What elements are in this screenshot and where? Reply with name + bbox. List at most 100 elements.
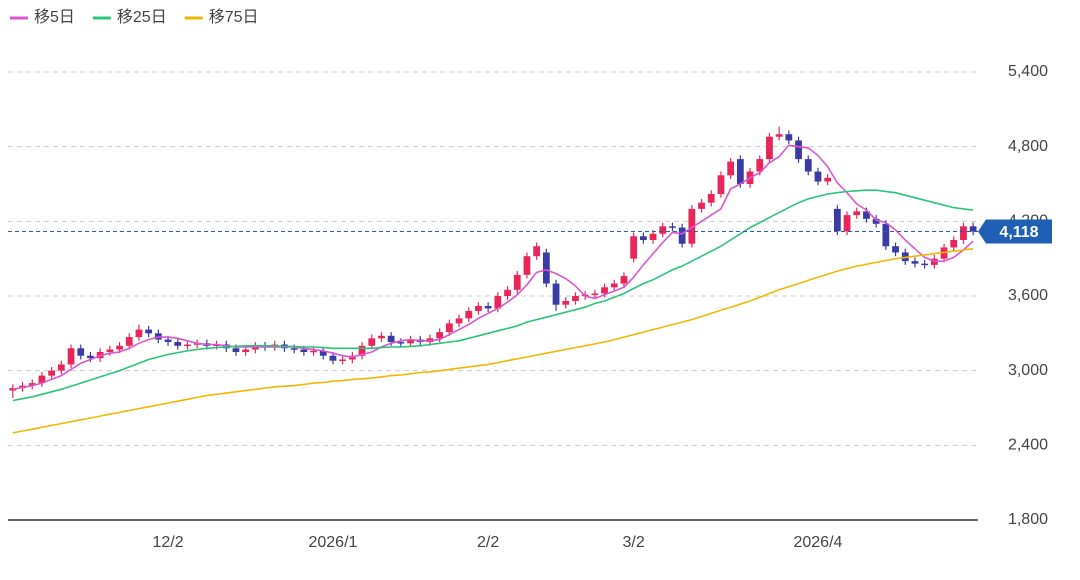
last-price-box: [978, 219, 1052, 244]
candle-body: [57, 364, 65, 371]
candle-body: [67, 348, 75, 365]
candle-body: [135, 329, 143, 338]
candle-body: [727, 161, 735, 176]
y-tick-label: 4,800: [1008, 138, 1048, 155]
candle-body: [892, 246, 899, 253]
candle-body: [630, 236, 638, 259]
candle-body: [960, 226, 967, 240]
candle-body: [853, 211, 861, 216]
candle-body: [329, 355, 337, 361]
candle-body: [863, 211, 870, 219]
candle-body: [300, 349, 308, 352]
candle-body: [38, 375, 46, 384]
candle-body: [756, 159, 764, 172]
candle-body: [48, 370, 56, 376]
ma-line: [12, 189, 974, 402]
candle-body: [387, 335, 395, 343]
candle-body: [591, 293, 599, 296]
legend-label: 移75日: [209, 8, 259, 26]
candle-body: [164, 339, 172, 343]
candle-body: [397, 342, 405, 344]
candle-body: [184, 344, 191, 347]
candle-body: [242, 349, 250, 352]
candle-body: [77, 348, 85, 356]
candle-body: [620, 276, 628, 284]
candle-body: [678, 227, 686, 244]
candle-body: [911, 261, 919, 264]
candle-body: [843, 215, 851, 232]
candle-body: [736, 159, 744, 184]
candle-body: [533, 246, 541, 257]
candle-body: [174, 342, 182, 346]
candle-body: [475, 305, 482, 311]
candle-body: [610, 283, 618, 288]
y-tick-label: 2,400: [1008, 437, 1048, 454]
candle-body: [785, 134, 793, 141]
candle-body: [882, 223, 890, 247]
candle-body: [125, 337, 133, 346]
candle-body: [698, 202, 705, 209]
y-tick-label: 1,800: [1008, 511, 1048, 528]
legend-label: 移25日: [117, 8, 167, 26]
x-tick-label: 12/2: [152, 534, 183, 551]
candle-body: [378, 335, 385, 339]
candle-body: [775, 134, 783, 137]
x-tick-label: 2026/1: [308, 534, 357, 551]
candle-body: [669, 226, 676, 228]
legend-label: 移5日: [34, 8, 75, 26]
candle-body: [106, 349, 114, 352]
x-tick-label: 3/2: [623, 534, 645, 551]
candle-body: [552, 283, 560, 305]
y-tick-label: 3,000: [1008, 362, 1048, 379]
candle-body: [659, 226, 667, 234]
candle-body: [445, 323, 453, 333]
candle-body: [28, 383, 36, 386]
candle-body: [649, 233, 657, 240]
candle-body: [921, 263, 929, 266]
candle-body: [116, 345, 123, 350]
ma-line: [12, 247, 974, 434]
candle-body: [639, 236, 647, 240]
x-tick-label: 2/2: [477, 534, 499, 551]
candle-body: [145, 329, 153, 334]
candle-body: [572, 296, 579, 301]
candle-body: [504, 289, 511, 296]
candle-body: [717, 175, 725, 194]
candle-body: [833, 208, 841, 232]
candle-body: [523, 256, 531, 275]
candle-body: [542, 252, 550, 284]
candle-body: [562, 300, 570, 305]
candle-body: [766, 136, 773, 160]
candle-body: [969, 226, 977, 232]
candle-body: [688, 208, 696, 244]
candle-body: [824, 177, 832, 182]
candle-body: [814, 171, 822, 182]
candle-body: [87, 355, 94, 359]
candle-body: [232, 348, 240, 352]
candle-body: [407, 339, 414, 344]
candle-body: [601, 287, 608, 294]
candle-body: [872, 218, 880, 224]
x-tick-label: 2026/4: [793, 534, 842, 551]
candle-body: [513, 274, 521, 290]
candle-body: [339, 359, 347, 361]
candle-body: [804, 159, 812, 172]
candle-body: [310, 350, 317, 353]
candle-body: [358, 345, 366, 356]
candle-body: [455, 318, 463, 324]
ma-line: [12, 144, 974, 391]
candle-body: [290, 348, 298, 350]
candle-body: [950, 240, 958, 248]
candle-body: [795, 140, 802, 160]
y-tick-label: 5,400: [1008, 63, 1048, 80]
candle-body: [436, 332, 444, 339]
y-tick-label: 3,600: [1008, 287, 1048, 304]
candle-body: [465, 310, 473, 319]
candle-body: [484, 305, 492, 309]
last-price-label: 4,118: [999, 224, 1038, 241]
candle-body: [319, 350, 327, 356]
candle-body: [707, 193, 715, 203]
candle-body: [494, 296, 502, 309]
candle-body: [368, 338, 376, 346]
